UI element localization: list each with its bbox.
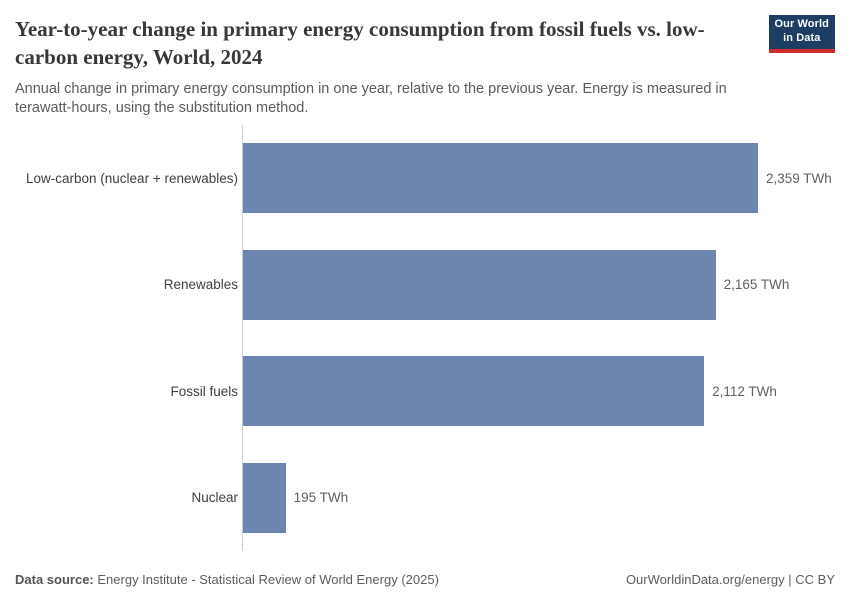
category-label: Nuclear bbox=[191, 490, 238, 506]
plot-area: Low-carbon (nuclear + renewables) 2,359 T… bbox=[0, 125, 850, 551]
bar-row: Fossil fuels 2,112 TWh bbox=[0, 338, 850, 445]
y-axis-line bbox=[242, 125, 243, 551]
bar[interactable] bbox=[243, 249, 716, 320]
chart-header: Year-to-year change in primary energy co… bbox=[15, 15, 835, 118]
owid-logo-line1: Our World bbox=[774, 18, 829, 30]
owid-logo[interactable]: Our World in Data bbox=[768, 15, 835, 53]
bar-row: Nuclear 195 TWh bbox=[0, 445, 850, 552]
data-source-text: Energy Institute - Statistical Review of… bbox=[97, 572, 439, 587]
credit-link[interactable]: OurWorldinData.org/energy | CC BY bbox=[625, 572, 835, 587]
bar-row: Low-carbon (nuclear + renewables) 2,359 T… bbox=[0, 125, 850, 232]
chart-subtitle: Annual change in primary energy consumpt… bbox=[15, 81, 727, 116]
chart-footer: Data source: Energy Institute - Statisti… bbox=[15, 572, 835, 587]
value-label: 195 TWh bbox=[293, 490, 349, 506]
data-source-note[interactable]: Data source: Energy Institute - Statisti… bbox=[15, 572, 439, 587]
owid-logo-line2: in Data bbox=[783, 31, 821, 44]
bar[interactable] bbox=[243, 143, 758, 214]
value-label: 2,112 TWh bbox=[712, 383, 777, 399]
data-source-label: Data source: bbox=[15, 572, 94, 587]
bar[interactable] bbox=[243, 462, 286, 533]
bar[interactable] bbox=[243, 356, 705, 427]
category-label: Low-carbon (nuclear + renewables) bbox=[26, 170, 238, 186]
value-label: 2,165 TWh bbox=[723, 277, 790, 293]
chart-title: Year-to-year change in primary energy co… bbox=[15, 17, 705, 69]
bar-row: Renewables 2,165 TWh bbox=[0, 232, 850, 339]
value-label: 2,359 TWh bbox=[766, 170, 832, 186]
category-label: Fossil fuels bbox=[170, 383, 238, 399]
category-label: Renewables bbox=[163, 277, 238, 293]
